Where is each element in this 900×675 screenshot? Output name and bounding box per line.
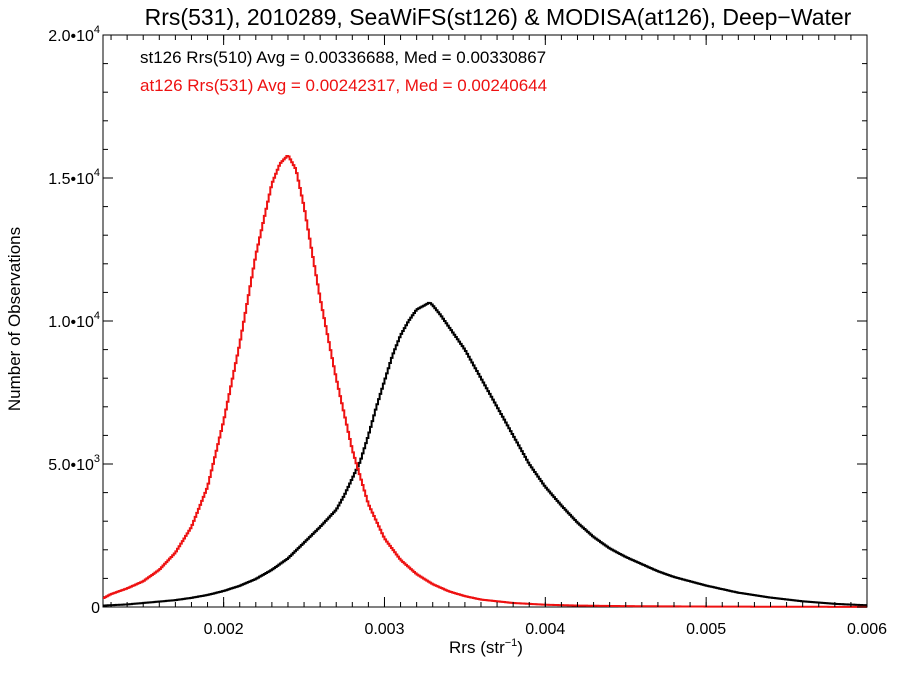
histogram-series-1 (103, 154, 867, 608)
chart-title: Rrs(531), 2010289, SeaWiFS(st126) & MODI… (145, 4, 852, 30)
x-tick-label: 0.004 (525, 621, 565, 638)
y-tick-exponent: 4 (94, 310, 100, 322)
x-axis-ticks: 0.002 0.003 0.004 0.005 0.006 (110, 35, 887, 638)
y-tick-mantissa: 5.0•10 (48, 457, 94, 474)
annotation-1: at126 Rrs(531) Avg = 0.00242317, Med = 0… (140, 76, 547, 95)
y-tick-exponent: 3 (94, 453, 100, 465)
y-tick-label: 5.0•103 (48, 453, 100, 474)
y-tick-mantissa: 2.0•10 (48, 28, 94, 45)
series-layer (103, 154, 867, 608)
y-tick-mantissa: 1.0•10 (48, 314, 94, 331)
x-tick-label: 0.006 (847, 621, 887, 638)
annotations: st126 Rrs(510) Avg = 0.00336688, Med = 0… (140, 48, 547, 95)
x-tick-label: 0.003 (364, 621, 404, 638)
y-tick-label: 2.0•104 (48, 24, 100, 45)
y-tick-exponent: 4 (94, 24, 100, 36)
x-tick-label: 0.002 (204, 621, 244, 638)
x-axis-label-exponent: −1 (505, 637, 518, 649)
y-tick-label: 1.0•104 (48, 310, 100, 331)
x-axis-label-close: ) (517, 638, 523, 657)
x-axis-label-text: Rrs (str (449, 638, 505, 657)
histogram-series-0 (103, 301, 867, 607)
y-axis-label: Number of Observations (5, 227, 24, 411)
y-tick-label: 0 (91, 600, 100, 617)
y-tick-mantissa: 0 (91, 600, 100, 617)
y-tick-mantissa: 1.5•10 (48, 171, 94, 188)
x-axis-label: Rrs (str−1) (449, 637, 523, 657)
y-tick-exponent: 4 (94, 167, 100, 179)
annotation-0: st126 Rrs(510) Avg = 0.00336688, Med = 0… (140, 48, 546, 67)
x-tick-label: 0.005 (686, 621, 726, 638)
y-tick-label: 1.5•104 (48, 167, 100, 188)
plot-frame (102, 34, 868, 608)
